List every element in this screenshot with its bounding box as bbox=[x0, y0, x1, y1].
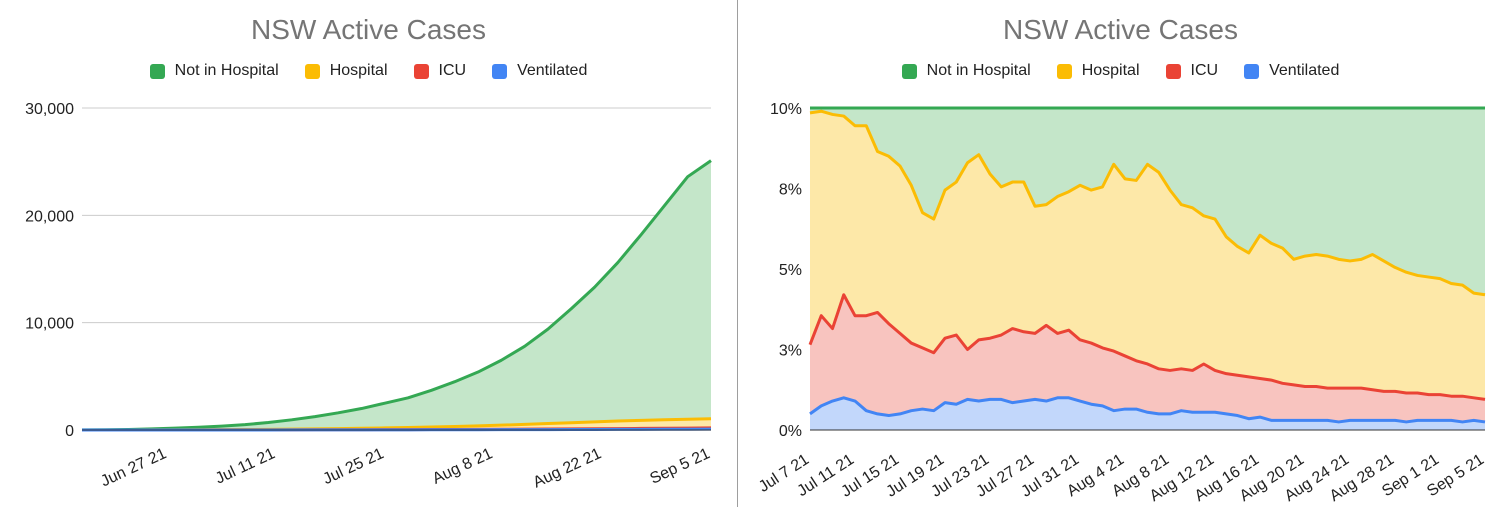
y-tick-label: 5% bbox=[779, 262, 802, 279]
legend-item-not-in-hospital[interactable]: Not in Hospital bbox=[901, 62, 1031, 80]
legend-item-ventilated[interactable]: Ventilated bbox=[1244, 62, 1339, 80]
legend-swatch-blue bbox=[1244, 63, 1260, 79]
x-tick-label: Aug 8 21 bbox=[430, 445, 495, 488]
legend-label: Ventilated bbox=[1269, 62, 1340, 79]
chart-right: NSW Active Cases Not in Hospital Hospita… bbox=[738, 0, 1503, 507]
legend-swatch-green bbox=[149, 63, 165, 79]
legend-swatch-red bbox=[413, 63, 429, 79]
legend-item-hospital[interactable]: Hospital bbox=[304, 62, 388, 80]
x-tick-label: Jul 11 21 bbox=[213, 445, 278, 487]
area-ventilated bbox=[810, 397, 1485, 430]
legend-item-hospital[interactable]: Hospital bbox=[1056, 62, 1140, 80]
legend-swatch-green bbox=[901, 63, 917, 79]
y-tick-label: 0 bbox=[65, 423, 74, 440]
chart-title: NSW Active Cases bbox=[1003, 14, 1238, 45]
series-line-not-in-hospital bbox=[81, 159, 712, 432]
chart-title: NSW Active Cases bbox=[251, 14, 486, 45]
area-not-in-hospital bbox=[82, 160, 711, 431]
legend-item-ventilated[interactable]: Ventilated bbox=[492, 62, 587, 80]
x-tick-label: Jul 25 21 bbox=[321, 445, 387, 488]
y-tick-label: 3% bbox=[779, 343, 802, 360]
legend: Not in Hospital Hospital ICU Ventilated bbox=[738, 62, 1503, 80]
legend-item-icu[interactable]: ICU bbox=[413, 62, 467, 80]
panel-divider bbox=[737, 0, 738, 507]
y-tick-label: 20,000 bbox=[25, 208, 74, 225]
legend-label: ICU bbox=[438, 62, 467, 79]
y-tick-label: 10,000 bbox=[25, 316, 74, 333]
y-tick-label: 10% bbox=[770, 101, 802, 118]
legend-label: Not in Hospital bbox=[926, 62, 1031, 79]
legend-swatch-blue bbox=[492, 63, 508, 79]
y-tick-label: 0% bbox=[779, 423, 802, 440]
legend-swatch-yellow bbox=[1056, 63, 1072, 79]
series-line-icu bbox=[808, 293, 1486, 401]
y-tick-label: 30,000 bbox=[25, 101, 74, 118]
legend: Not in Hospital Hospital ICU Ventilated bbox=[0, 62, 737, 80]
legend-label: Hospital bbox=[329, 62, 388, 79]
legend-swatch-red bbox=[1165, 63, 1181, 79]
series-line-hospital bbox=[809, 109, 1486, 297]
area-hospital bbox=[82, 418, 711, 430]
x-tick-label: Aug 22 21 bbox=[531, 445, 604, 491]
legend-item-icu[interactable]: ICU bbox=[1165, 62, 1219, 80]
y-tick-label: 8% bbox=[779, 182, 802, 199]
legend-swatch-yellow bbox=[304, 63, 320, 79]
series-line-ventilated bbox=[809, 396, 1486, 424]
legend-item-not-in-hospital[interactable]: Not in Hospital bbox=[149, 62, 279, 80]
x-tick-label: Sep 5 21 bbox=[647, 445, 712, 488]
legend-label: Not in Hospital bbox=[174, 62, 279, 79]
x-tick-label: Jun 27 21 bbox=[98, 445, 169, 490]
plot-area: 0 10,000 20,000 30,000 Jun 27 21 Jul 11 21 Jul… bbox=[25, 101, 713, 491]
legend-label: ICU bbox=[1190, 62, 1219, 79]
legend-label: Ventilated bbox=[517, 62, 588, 79]
chart-left: NSW Active Cases Not in Hospital Hospita… bbox=[0, 0, 737, 507]
legend-label: Hospital bbox=[1081, 62, 1140, 79]
area-icu bbox=[810, 294, 1485, 430]
